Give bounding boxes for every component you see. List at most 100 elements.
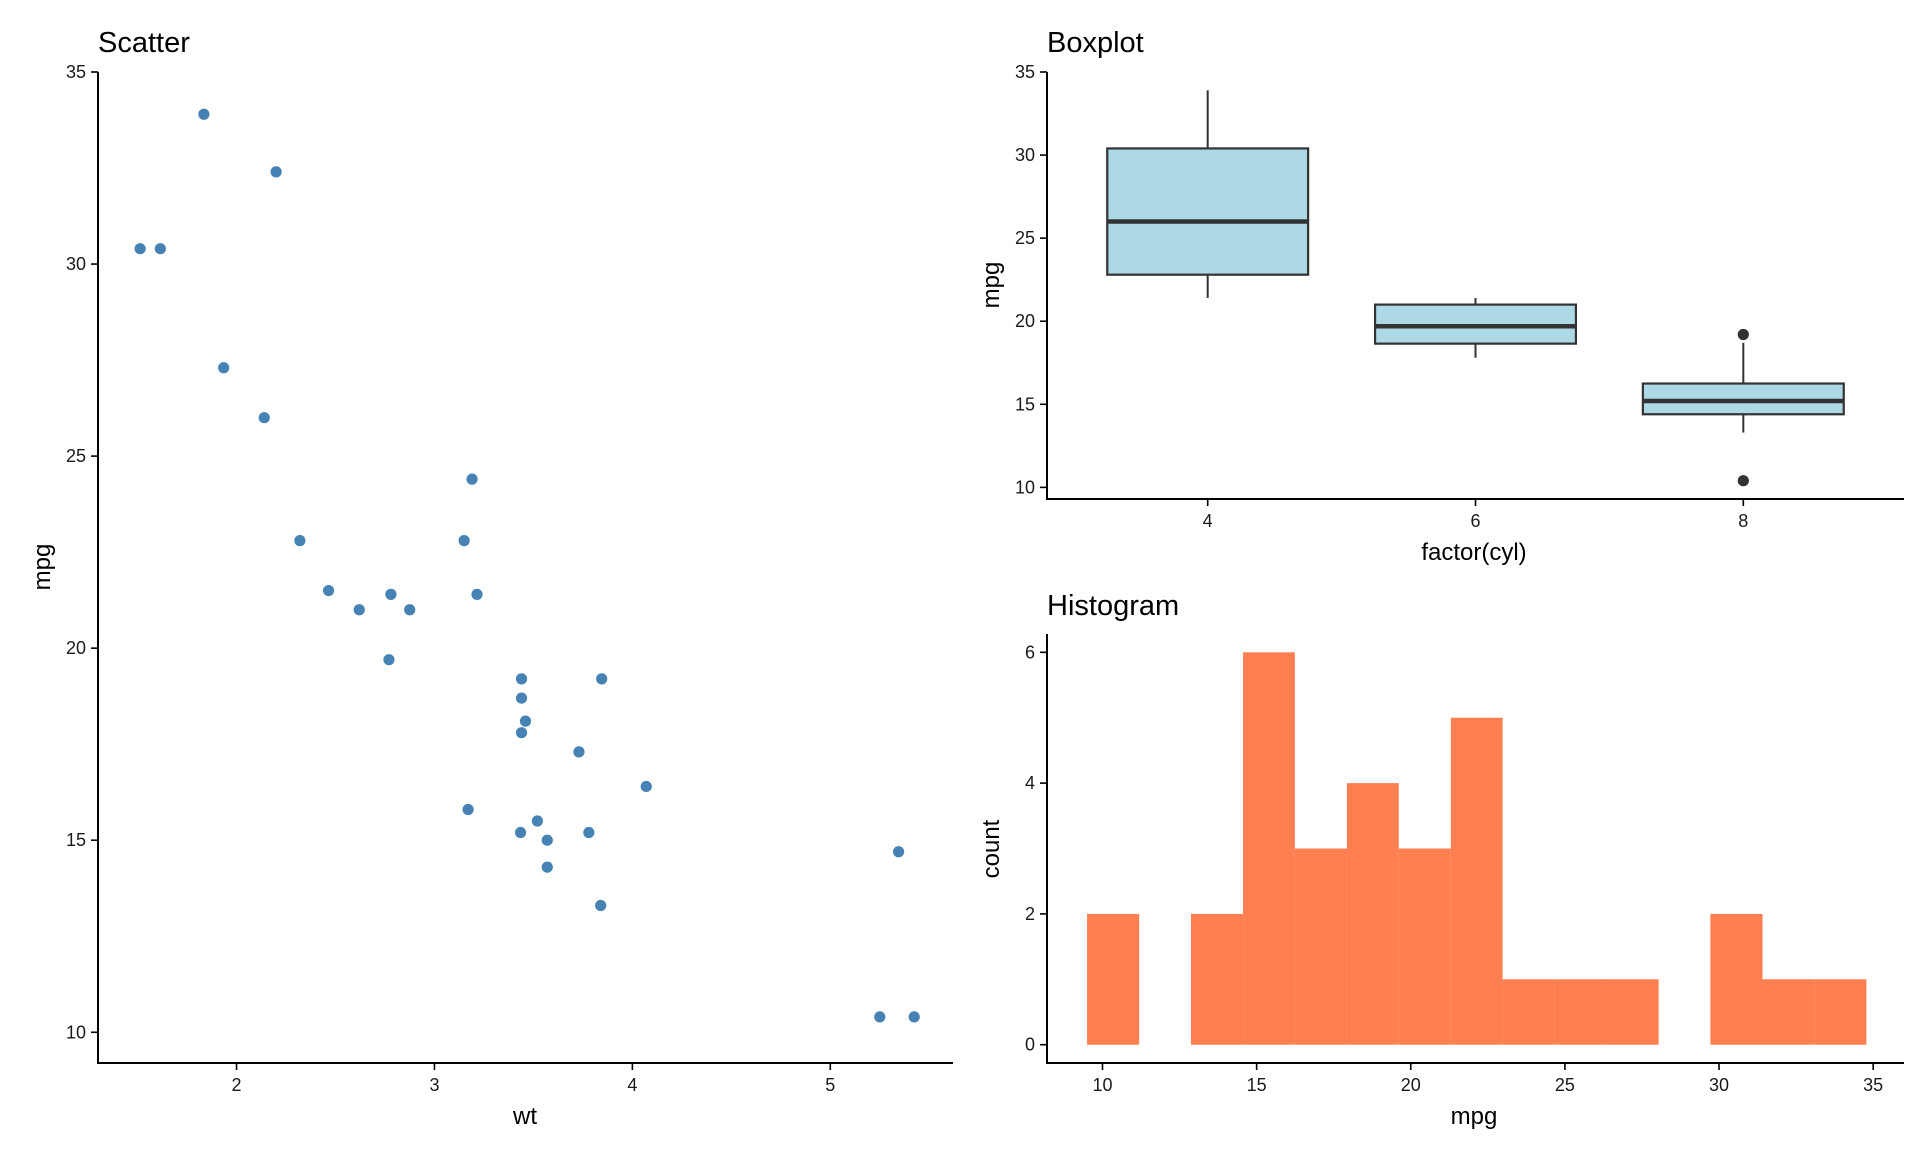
scatter-point <box>640 780 652 793</box>
boxplot-ytick-label: 30 <box>1015 145 1035 165</box>
scatter-title: Scatter <box>98 27 190 59</box>
scatter-point <box>541 861 553 873</box>
scatter-ytick-label: 10 <box>66 1022 86 1042</box>
boxplot-y-label: mpg <box>978 262 1005 309</box>
histogram-xtick-label: 15 <box>1247 1075 1267 1095</box>
boxplot-ytick-label: 20 <box>1015 311 1035 331</box>
scatter-point <box>270 166 282 178</box>
histogram-ytick-label: 4 <box>1025 773 1035 793</box>
boxplot-x-ticks: 4 6 8 <box>1203 499 1748 531</box>
scatter-point <box>515 692 528 704</box>
histogram-x-label: mpg <box>1451 1103 1498 1130</box>
histogram-bar <box>1502 979 1555 1045</box>
boxplot-ytick-label: 35 <box>1015 62 1035 82</box>
scatter-point <box>353 604 365 616</box>
scatter-xtick-label: 4 <box>627 1075 637 1095</box>
histogram-ytick-label: 2 <box>1025 904 1035 924</box>
boxplot-xtick-label: 4 <box>1203 511 1213 531</box>
scatter-point <box>514 826 527 839</box>
scatter-point <box>383 654 395 666</box>
histogram-xtick-label: 10 <box>1092 1075 1112 1095</box>
boxplot-y-ticks: 10 15 20 25 30 35 <box>1015 62 1047 497</box>
histogram-bar <box>1243 652 1295 1045</box>
histogram-bar <box>1554 979 1607 1045</box>
histogram-x-ticks: 10 15 20 25 30 35 <box>1092 1063 1883 1095</box>
histogram-bar <box>1346 783 1399 1045</box>
scatter-point <box>471 588 483 600</box>
scatter-panel: Scatter 10 15 20 25 30 35 2 3 4 5 wt mpg <box>29 27 953 1130</box>
boxplot-box-4 <box>1106 90 1310 298</box>
scatter-point <box>573 746 585 758</box>
scatter-point <box>531 815 543 827</box>
boxplot-ytick-label: 25 <box>1015 228 1035 248</box>
histogram-xtick-label: 20 <box>1401 1075 1421 1095</box>
histogram-bar <box>1762 979 1815 1045</box>
histogram-bar <box>1087 913 1140 1045</box>
scatter-point <box>134 243 146 255</box>
scatter-point <box>515 727 528 739</box>
boxplot-xtick-label: 6 <box>1470 511 1480 531</box>
scatter-xtick-label: 2 <box>232 1075 242 1095</box>
scatter-xtick-label: 3 <box>429 1075 439 1095</box>
scatter-ytick-label: 35 <box>66 62 86 82</box>
scatter-point <box>294 535 306 547</box>
scatter-point <box>404 604 416 616</box>
scatter-y-ticks: 10 15 20 25 30 35 <box>66 62 98 1042</box>
histogram-xtick-label: 25 <box>1555 1075 1575 1095</box>
histogram-bar <box>1294 848 1347 1045</box>
boxplot-box-6 <box>1373 297 1578 358</box>
scatter-point <box>458 535 470 547</box>
scatter-point <box>462 803 474 816</box>
scatter-point <box>519 715 532 727</box>
histogram-bar <box>1190 913 1244 1045</box>
scatter-point <box>908 1011 920 1023</box>
histogram-panel: Histogram 0 2 4 6 10 15 20 25 30 35 mpg count <box>978 590 1904 1130</box>
histogram-bar <box>1710 913 1763 1045</box>
scatter-xtick-label: 5 <box>825 1075 835 1095</box>
boxplot-iqr-box <box>1106 147 1310 276</box>
histogram-title: Histogram <box>1047 590 1179 622</box>
scatter-ytick-label: 25 <box>66 446 86 466</box>
scatter-x-label: wt <box>512 1103 537 1130</box>
scatter-point <box>595 899 607 912</box>
scatter-point <box>466 473 478 485</box>
scatter-plot-area <box>134 108 920 1023</box>
scatter-point <box>583 826 595 839</box>
scatter-ytick-label: 15 <box>66 830 86 850</box>
scatter-point <box>198 108 210 120</box>
boxplot-box-8 <box>1641 328 1845 487</box>
boxplot-plot-area <box>1106 90 1845 487</box>
histogram-bar <box>1398 848 1451 1045</box>
boxplot-outlier <box>1737 475 1749 487</box>
histogram-y-ticks: 0 2 4 6 <box>1025 642 1047 1055</box>
scatter-point <box>218 362 230 374</box>
boxplot-x-label: factor(cyl) <box>1421 539 1526 566</box>
scatter-point <box>874 1011 886 1023</box>
histogram-ytick-label: 6 <box>1025 642 1035 662</box>
histogram-xtick-label: 35 <box>1863 1075 1883 1095</box>
scatter-point <box>541 834 553 846</box>
scatter-y-label: mpg <box>29 544 56 591</box>
boxplot-panel: Boxplot 10 15 20 25 30 35 4 6 8 factor(cyl) mpg <box>978 27 1904 566</box>
scatter-point <box>385 588 397 600</box>
scatter-point <box>515 673 528 685</box>
histogram-plot-area <box>1087 652 1867 1045</box>
histogram-bar <box>1814 979 1867 1045</box>
histogram-xtick-label: 30 <box>1709 1075 1729 1095</box>
scatter-point <box>322 584 335 597</box>
boxplot-ytick-label: 15 <box>1015 394 1035 414</box>
scatter-x-ticks: 2 3 4 5 <box>232 1063 835 1095</box>
histogram-ytick-label: 0 <box>1025 1035 1035 1055</box>
boxplot-xtick-label: 8 <box>1738 511 1748 531</box>
scatter-point <box>154 243 166 255</box>
boxplot-outlier <box>1737 328 1749 341</box>
scatter-ytick-label: 20 <box>66 638 86 658</box>
scatter-point <box>596 673 608 685</box>
scatter-point <box>258 412 270 424</box>
scatter-ytick-label: 30 <box>66 254 86 274</box>
histogram-y-label: count <box>978 819 1005 878</box>
boxplot-title: Boxplot <box>1047 27 1144 59</box>
histogram-bar <box>1450 717 1503 1045</box>
histogram-bar <box>1606 979 1659 1045</box>
